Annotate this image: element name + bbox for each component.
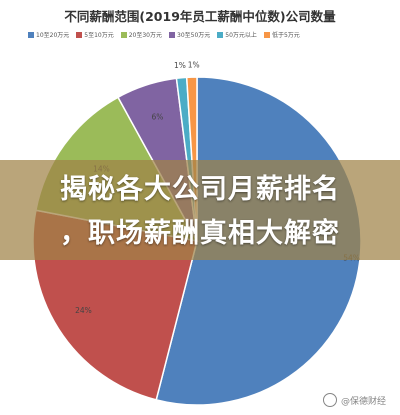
legend-label: 10至20万元 bbox=[36, 32, 70, 39]
legend-label: 20至30万元 bbox=[128, 32, 163, 39]
legend-label: 低于5万元 bbox=[271, 32, 300, 39]
slice-data-label: 6% bbox=[152, 112, 164, 121]
legend-item: 30至50万元 bbox=[169, 30, 210, 39]
chart-legend: 10至20万元 5至10万元 20至30万元 30至50万元 50万元以上 低于5万元 bbox=[28, 30, 388, 39]
legend-item: 50万元以上 bbox=[217, 30, 257, 39]
chart-title: 不同薪酬范围(2019年员工薪酬中位数)公司数量 bbox=[64, 9, 336, 24]
watermark-text: @保德财经 bbox=[340, 396, 386, 407]
legend-item: 低于5万元 bbox=[263, 30, 300, 39]
legend-item: 20至30万元 bbox=[120, 30, 163, 39]
legend-swatch bbox=[120, 31, 127, 38]
slice-data-label: 24% bbox=[75, 306, 92, 315]
legend-swatch bbox=[263, 31, 270, 38]
legend-swatch bbox=[217, 31, 224, 38]
banner-headline-line2: ，职场薪酬真相大解密 bbox=[60, 218, 340, 249]
banner-headline-line1: 揭秘各大公司月薪排名 bbox=[60, 174, 340, 205]
legend-item: 5至10万元 bbox=[76, 30, 114, 39]
legend-label: 30至50万元 bbox=[177, 32, 211, 39]
legend-label: 5至10万元 bbox=[84, 32, 114, 39]
weibo-logo-icon bbox=[322, 393, 337, 407]
legend-label: 50万元以上 bbox=[225, 32, 257, 39]
legend-swatch bbox=[76, 31, 83, 38]
slice-data-label: 1% bbox=[188, 61, 200, 70]
legend-swatch bbox=[169, 31, 176, 38]
slice-data-label: 1% bbox=[174, 61, 186, 70]
legend-item: 10至20万元 bbox=[28, 30, 69, 39]
watermark: @保德财经 bbox=[322, 393, 386, 407]
title-banner bbox=[0, 160, 400, 260]
legend-swatch bbox=[28, 31, 34, 38]
